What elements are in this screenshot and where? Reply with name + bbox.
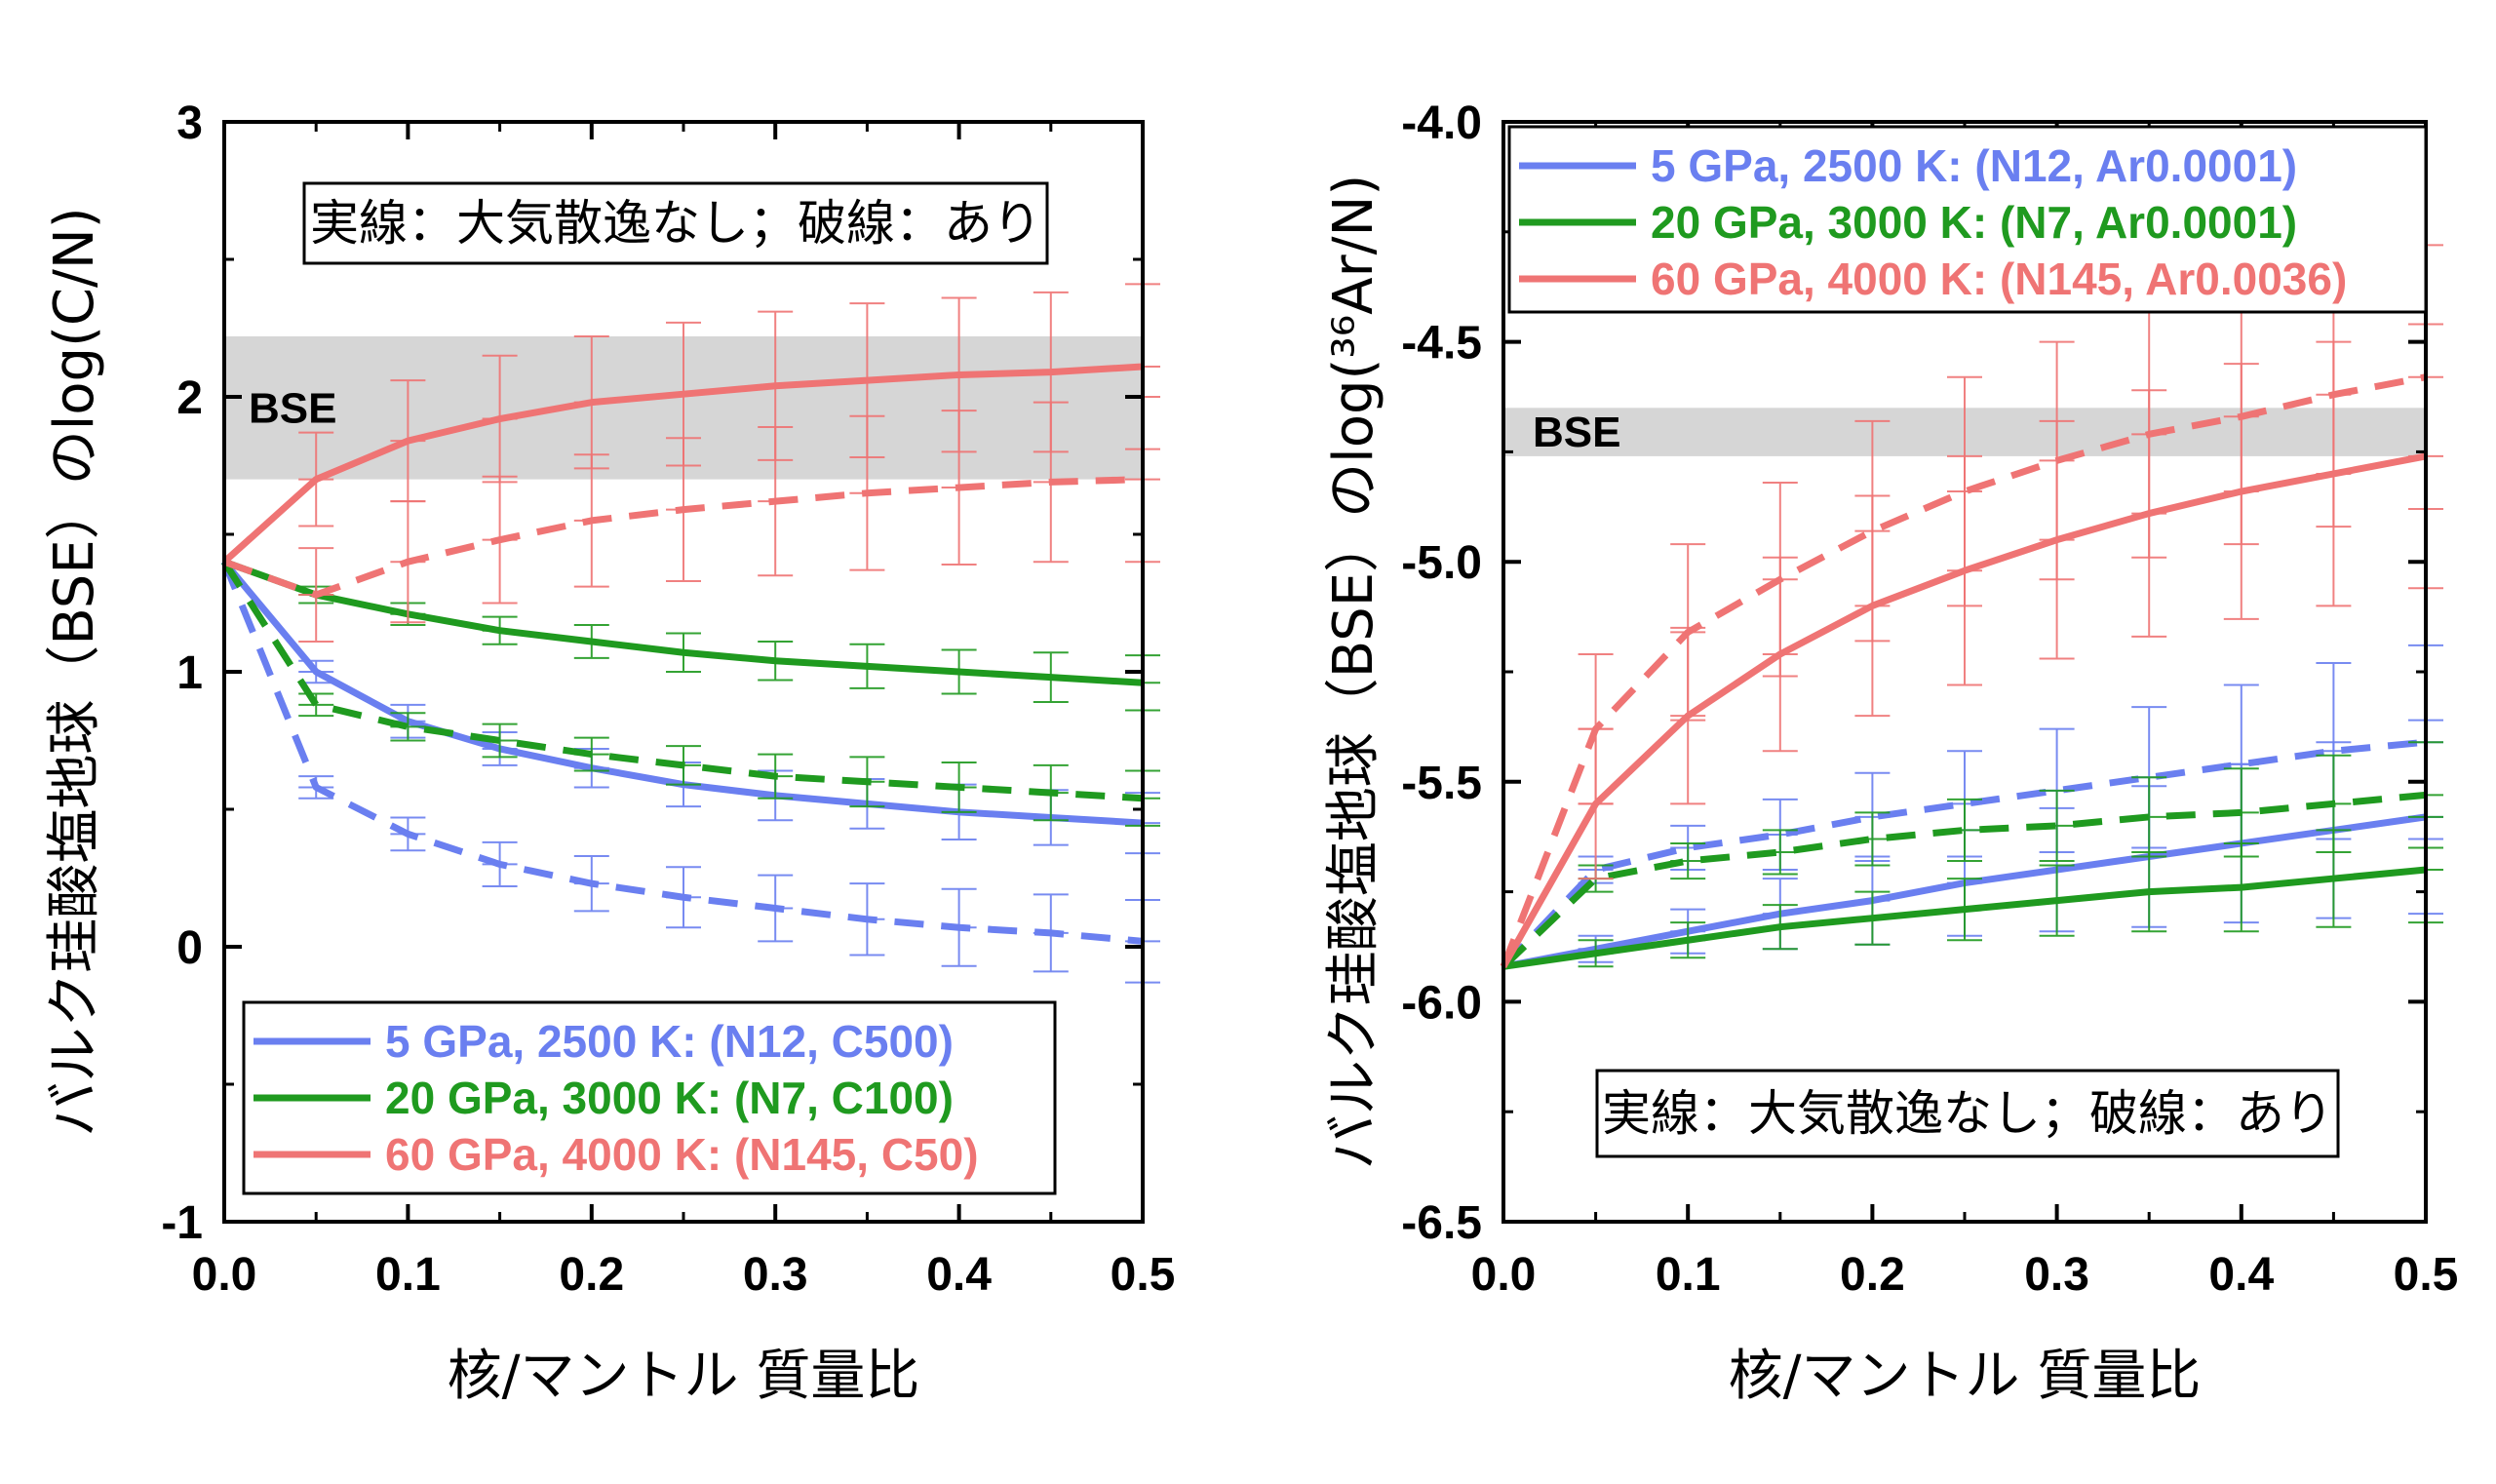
series-3 bbox=[222, 558, 1160, 712]
x-tick-label: 0.1 bbox=[1656, 1249, 1721, 1301]
x-tick-label: 0.1 bbox=[375, 1249, 441, 1301]
x-tick-label: 0.3 bbox=[2024, 1249, 2089, 1301]
error-bar bbox=[1762, 829, 1798, 876]
legend-entry: 5 GPa, 2500 K: (N12, C500) bbox=[385, 1016, 954, 1067]
error-bar bbox=[2039, 789, 2075, 863]
chart-panel-2: BSE 0.0 0.1 0.2 0.3 0.4 0.5 -6.5 -6.0 -5.5 -5.0 -4.… bbox=[1322, 98, 2458, 1408]
legend-entry: 20 GPa, 3000 K: (N7, Ar0.0001) bbox=[1651, 197, 2297, 248]
legend-entry: 60 GPa, 4000 K: (N145, Ar0.0036) bbox=[1651, 254, 2347, 304]
x-tick-label: 0.4 bbox=[2208, 1249, 2274, 1301]
y-tick-label: 2 bbox=[176, 372, 203, 424]
x-axis-title: 核/マントル 質量比 bbox=[1729, 1345, 2202, 1408]
y-axis-title: バルク珪酸塩地球（BSE）のlog(C/N) bbox=[43, 207, 106, 1136]
error-bar bbox=[298, 692, 334, 718]
y-tick-label: 3 bbox=[176, 98, 203, 149]
series-line-green-dashed bbox=[1501, 791, 2427, 969]
y-tick-label: 0 bbox=[176, 922, 203, 974]
y-tick-label: -4.0 bbox=[1401, 98, 1482, 149]
note-box bbox=[1595, 1069, 2340, 1158]
bse-band-label: BSE bbox=[249, 384, 336, 432]
x-tick-label: 0.0 bbox=[192, 1249, 257, 1301]
series-2 bbox=[220, 560, 1160, 984]
legend-box bbox=[242, 1000, 1057, 1195]
series-line-blue-dashed bbox=[220, 560, 1144, 945]
chart-panel-1: BSE 0.0 0.1 0.2 0.3 0.4 0.5 -1 0 1 2 3 核/マントル 質量比 バルク… bbox=[43, 98, 1175, 1408]
x-tick-label: 0.3 bbox=[743, 1249, 808, 1301]
series-2 bbox=[1501, 644, 2443, 969]
note-text: 実線：大気散逸なし；破線：あり bbox=[310, 195, 1041, 252]
series-line-green-solid bbox=[222, 558, 1144, 686]
series-line-red-solid bbox=[221, 363, 1144, 565]
legend-entry: 5 GPa, 2500 K: (N12, Ar0.0001) bbox=[1651, 140, 2297, 191]
y-tick-label: -6.0 bbox=[1401, 977, 1482, 1029]
x-axis-title: 核/マントル 質量比 bbox=[448, 1345, 920, 1408]
x-tick-label: 0.4 bbox=[926, 1249, 992, 1301]
error-bar bbox=[1854, 811, 1891, 867]
y-tick-label: 1 bbox=[176, 647, 203, 699]
legend-box bbox=[1507, 125, 2428, 314]
series-4 bbox=[1501, 741, 2443, 969]
series-line-green-solid bbox=[1502, 866, 2427, 970]
error-bar bbox=[2131, 776, 2167, 858]
series-line-green-dashed bbox=[221, 560, 1144, 802]
error-bar bbox=[1947, 375, 1982, 607]
y-tick-label: -1 bbox=[161, 1197, 203, 1249]
legend-entry: 60 GPa, 4000 K: (N145, C50) bbox=[385, 1129, 979, 1180]
note-box bbox=[302, 181, 1049, 265]
error-bar bbox=[1854, 419, 1891, 643]
x-tick-label: 0.5 bbox=[2394, 1249, 2459, 1301]
series-line-red-dashed bbox=[222, 476, 1144, 599]
x-tick-label: 0.2 bbox=[559, 1249, 624, 1301]
note-text: 実線：大気散逸なし；破線：あり bbox=[1602, 1085, 2333, 1142]
y-tick-label: -4.5 bbox=[1401, 318, 1482, 370]
bse-band-label: BSE bbox=[1533, 409, 1620, 456]
legend-entry: 20 GPa, 3000 K: (N7, C100) bbox=[385, 1073, 954, 1123]
y-axis-title: バルク珪酸塩地球（BSE）のlog(³⁶Ar/N) bbox=[1322, 175, 1385, 1169]
series-line-blue-dashed bbox=[1501, 738, 2427, 969]
y-tick-label: -6.5 bbox=[1401, 1197, 1482, 1249]
x-tick-label: 0.0 bbox=[1471, 1249, 1537, 1301]
series-line-red-dashed bbox=[1500, 373, 2427, 968]
series-4 bbox=[221, 560, 1160, 827]
y-tick-label: -5.5 bbox=[1401, 758, 1482, 809]
x-tick-label: 0.5 bbox=[1111, 1249, 1176, 1301]
y-tick-label: -5.0 bbox=[1401, 537, 1482, 589]
x-tick-label: 0.2 bbox=[1840, 1249, 1905, 1301]
series-6 bbox=[1500, 244, 2443, 968]
series-3 bbox=[1502, 815, 2443, 970]
